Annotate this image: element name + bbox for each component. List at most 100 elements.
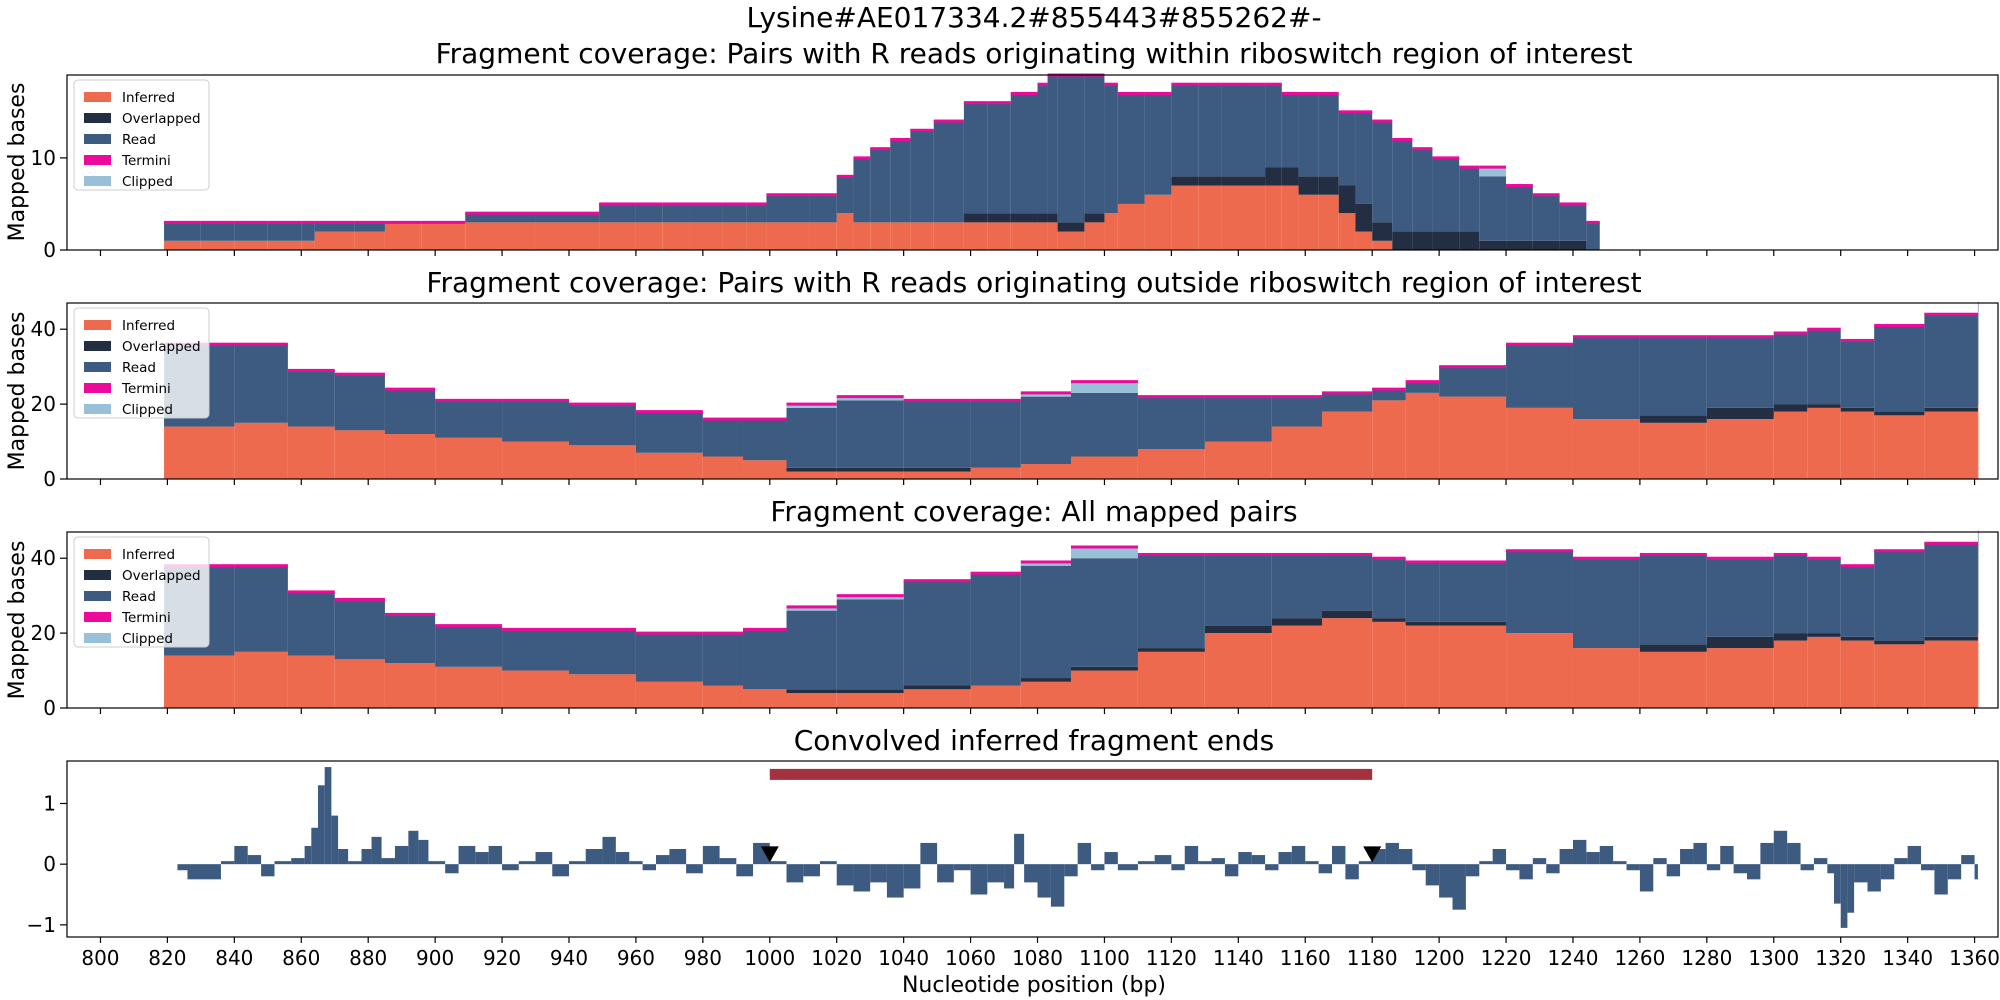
coverage-segment xyxy=(301,222,315,241)
coverage-segment xyxy=(1221,84,1246,177)
legend: Inferred Overlapped Read Termini Clipped xyxy=(73,536,210,648)
termini-mark xyxy=(267,220,302,224)
panel-title: Convolved inferred fragment ends xyxy=(794,724,1275,757)
termini-mark xyxy=(568,627,636,631)
convolution-bar xyxy=(786,864,804,883)
legend-swatch xyxy=(84,612,111,622)
legend-label: Clipped xyxy=(122,402,173,418)
y-tick-label: 0 xyxy=(43,852,56,876)
legend-label: Read xyxy=(122,132,156,148)
coverage-segment xyxy=(421,222,466,250)
coverage-segment xyxy=(1070,558,1138,667)
coverage-segment xyxy=(1137,396,1205,450)
termini-mark xyxy=(334,372,385,376)
convolution-bar xyxy=(1894,858,1908,865)
termini-mark xyxy=(1020,391,1071,395)
coverage-segment xyxy=(689,222,723,250)
coverage-segment xyxy=(786,467,837,472)
termini-mark xyxy=(465,211,536,215)
coverage-segment xyxy=(870,222,891,250)
panel-coverage-outside: Fragment coverage: Pairs with R reads or… xyxy=(5,266,1999,491)
termini-mark xyxy=(702,417,744,421)
coverage-segment xyxy=(435,625,503,667)
convolution-bar xyxy=(970,864,988,895)
coverage-segment xyxy=(1773,633,1808,641)
coverage-segment xyxy=(234,344,288,423)
convolution-bar xyxy=(338,849,349,865)
axes-frame xyxy=(66,531,1999,709)
coverage-segment xyxy=(635,681,703,708)
convolution-bar xyxy=(1004,864,1015,889)
termini-mark xyxy=(1281,91,1299,95)
x-tick-label: 900 xyxy=(416,946,454,970)
coverage-segment xyxy=(1298,194,1319,250)
coverage-segment xyxy=(1245,185,1266,250)
coverage-segment xyxy=(1773,332,1808,405)
termini-mark xyxy=(234,564,288,568)
y-tick-label: −1 xyxy=(27,913,56,937)
termini-mark xyxy=(1221,82,1246,86)
coverage-segment xyxy=(1372,389,1406,401)
coverage-segment xyxy=(786,194,810,223)
coverage-segment xyxy=(1572,558,1640,649)
coverage-segment xyxy=(1171,84,1199,177)
coverage-segment xyxy=(836,176,854,214)
x-tick-label: 980 xyxy=(684,946,722,970)
coverage-segment xyxy=(1321,610,1373,619)
convolution-bar xyxy=(568,861,586,865)
termini-mark xyxy=(1271,552,1322,556)
termini-mark xyxy=(384,387,436,391)
convolution-bar xyxy=(1720,845,1734,865)
coverage-segment xyxy=(1479,167,1507,177)
convolution-bar xyxy=(552,864,569,877)
convolution-bar xyxy=(1077,842,1092,865)
legend-label: Inferred xyxy=(122,90,175,106)
termini-mark xyxy=(903,579,971,583)
termini-mark xyxy=(1412,147,1433,151)
coverage-segment xyxy=(1070,222,1085,232)
termini-mark xyxy=(903,398,971,402)
termini-mark xyxy=(1924,541,1978,545)
coverage-segment xyxy=(1010,213,1038,223)
convolution-bar xyxy=(1439,864,1453,898)
coverage-segment xyxy=(1271,625,1322,708)
coverage-segment xyxy=(1706,336,1774,408)
coverage-segment xyxy=(1298,176,1319,195)
termini-mark xyxy=(702,631,744,635)
coverage-segment xyxy=(1338,185,1356,214)
convolution-bar xyxy=(1613,861,1627,865)
coverage-segment xyxy=(1010,222,1038,250)
x-tick-label: 1220 xyxy=(1481,946,1532,970)
coverage-segment xyxy=(1924,543,1978,637)
coverage-segment xyxy=(1479,240,1507,250)
convolution-bar xyxy=(803,864,820,877)
coverage-segment xyxy=(1412,231,1433,250)
coverage-segment xyxy=(234,422,288,479)
convolution-bar xyxy=(247,855,262,865)
series-overlapped xyxy=(786,610,1978,694)
termini-mark xyxy=(1506,549,1573,553)
coverage-segment xyxy=(1840,340,1875,408)
panel-convolved-ends: Convolved inferred fragment ends −1 0 1 800… xyxy=(27,724,2000,998)
termini-mark xyxy=(1773,552,1808,556)
coverage-segment xyxy=(1924,411,1978,479)
coverage-segment xyxy=(635,633,703,682)
coverage-segment xyxy=(1338,111,1356,186)
boundary-marker-icon xyxy=(1363,846,1382,863)
plot-area: 0 10 Inferred Overlapped Read Termini Clipped xyxy=(31,73,1999,262)
termini-mark xyxy=(384,220,422,224)
x-tick-label: 1300 xyxy=(1748,946,1799,970)
coverage-segment xyxy=(809,194,837,223)
coverage-segment xyxy=(933,121,964,223)
coverage-segment xyxy=(568,404,636,446)
coverage-segment xyxy=(234,222,268,241)
coverage-segment xyxy=(786,407,837,468)
convolution-bar xyxy=(1934,864,1948,895)
coverage-segment xyxy=(1355,203,1373,232)
coverage-segment xyxy=(1057,231,1071,250)
coverage-segment xyxy=(1070,392,1138,457)
convolution-bar xyxy=(1974,864,1978,880)
termini-mark xyxy=(287,368,335,372)
convolution-bar xyxy=(1680,849,1694,865)
coverage-segment xyxy=(1037,213,1048,223)
